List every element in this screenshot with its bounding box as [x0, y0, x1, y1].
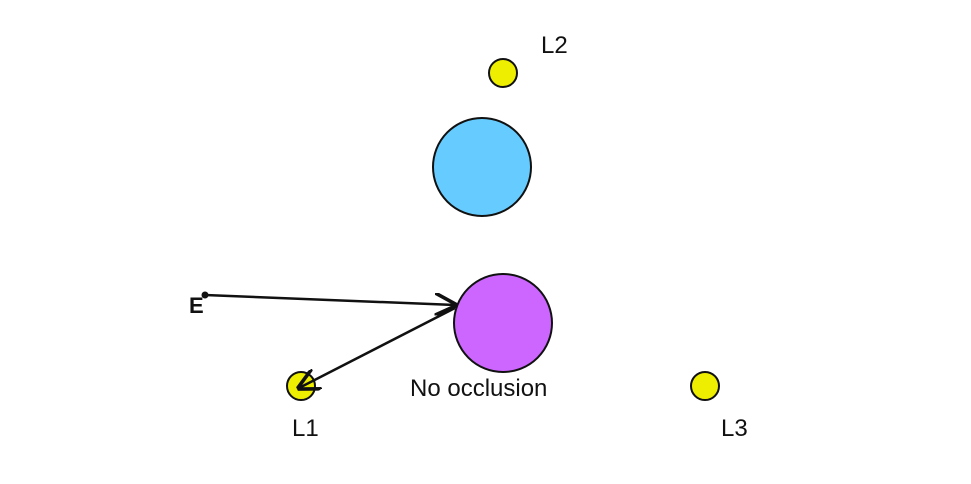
light-l2 [488, 58, 518, 88]
blue-sphere [432, 117, 532, 217]
light-l1-label: L1 [292, 415, 319, 442]
light-l3-label: L3 [721, 415, 748, 442]
eye-label: E [189, 293, 204, 318]
purple-sphere [453, 273, 553, 373]
primary-ray-arrow [204, 295, 455, 305]
light-l3 [690, 371, 720, 401]
light-l2-label: L2 [541, 32, 568, 59]
occlusion-caption: No occlusion [410, 375, 547, 402]
shadow-ray-arrow [299, 306, 456, 388]
